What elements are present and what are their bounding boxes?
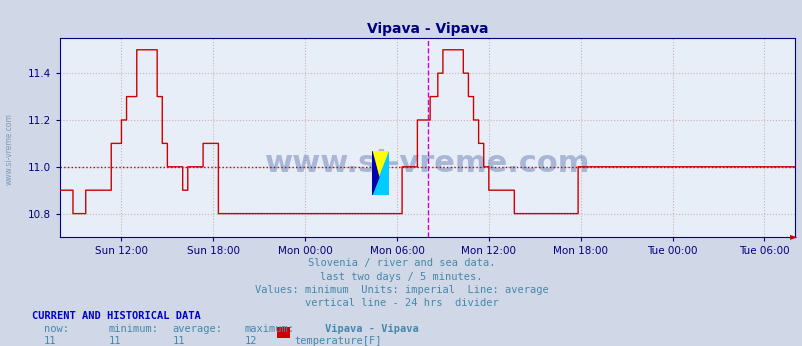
- Text: www.si-vreme.com: www.si-vreme.com: [5, 113, 14, 185]
- Polygon shape: [371, 151, 379, 195]
- Text: 11: 11: [108, 336, 121, 346]
- Text: average:: average:: [172, 324, 222, 334]
- Text: temperature[F]: temperature[F]: [294, 336, 382, 346]
- Text: www.si-vreme.com: www.si-vreme.com: [265, 149, 589, 178]
- Text: Vipava - Vipava: Vipava - Vipava: [325, 324, 419, 334]
- Polygon shape: [371, 151, 389, 195]
- Text: Slovenia / river and sea data.: Slovenia / river and sea data.: [307, 258, 495, 268]
- Text: Values: minimum  Units: imperial  Line: average: Values: minimum Units: imperial Line: av…: [254, 285, 548, 295]
- Title: Vipava - Vipava: Vipava - Vipava: [367, 21, 488, 36]
- Text: vertical line - 24 hrs  divider: vertical line - 24 hrs divider: [304, 298, 498, 308]
- Text: minimum:: minimum:: [108, 324, 158, 334]
- Text: now:: now:: [44, 324, 69, 334]
- Text: ►: ►: [788, 231, 796, 241]
- Text: last two days / 5 minutes.: last two days / 5 minutes.: [320, 272, 482, 282]
- Text: 11: 11: [172, 336, 185, 346]
- Text: 12: 12: [245, 336, 257, 346]
- Text: CURRENT AND HISTORICAL DATA: CURRENT AND HISTORICAL DATA: [32, 311, 200, 321]
- Polygon shape: [371, 151, 389, 195]
- Text: 11: 11: [44, 336, 57, 346]
- Text: maximum:: maximum:: [245, 324, 294, 334]
